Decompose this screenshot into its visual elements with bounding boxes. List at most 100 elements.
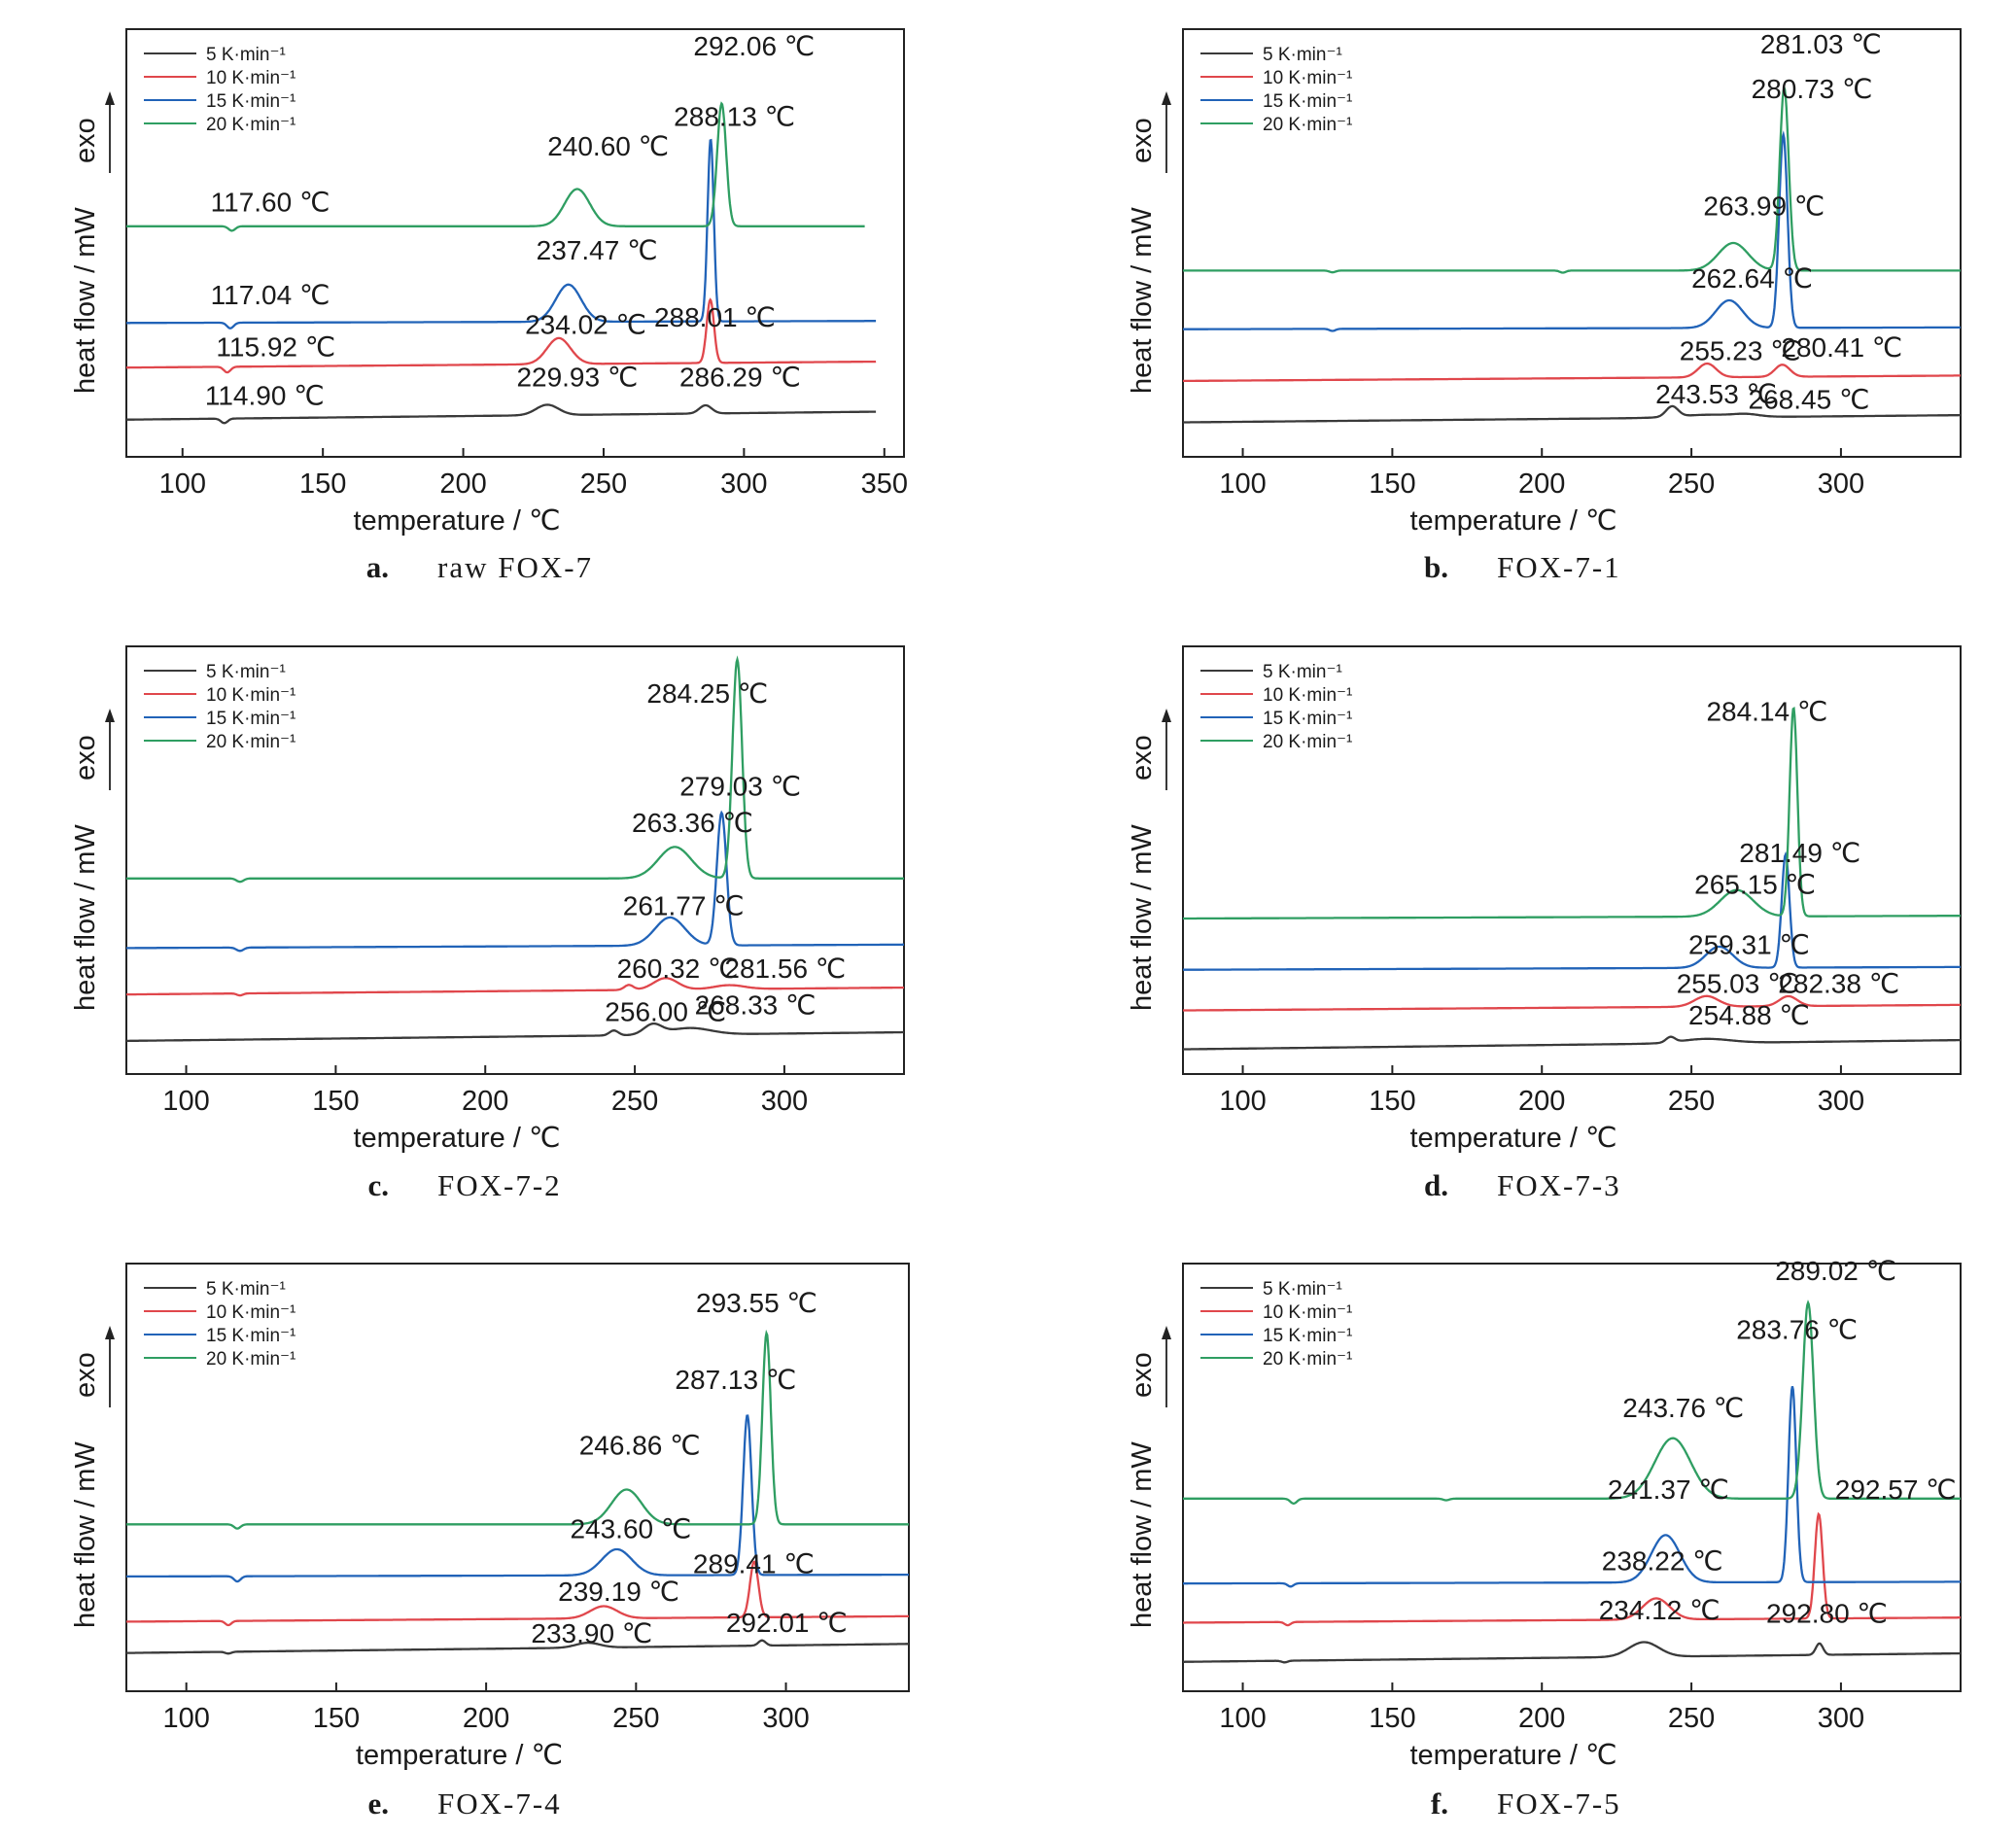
peak-annotation: 234.02 ℃ xyxy=(525,310,646,340)
x-tick-label: 150 xyxy=(313,1703,360,1734)
peak-annotation: 268.45 ℃ xyxy=(1749,384,1870,414)
series-line-3 xyxy=(126,810,904,953)
plot-frame xyxy=(1182,28,1962,458)
peak-annotation: 289.41 ℃ xyxy=(693,1548,815,1578)
peak-annotation: 293.55 ℃ xyxy=(696,1288,817,1318)
peak-annotation: 292.01 ℃ xyxy=(726,1608,848,1638)
x-tick-label: 150 xyxy=(312,1086,359,1117)
legend-label-2: 10 K·min⁻¹ xyxy=(206,1302,295,1323)
series-line-1 xyxy=(1183,1641,1961,1664)
x-tick-label: 200 xyxy=(462,1086,508,1117)
series-line-2 xyxy=(1183,994,1961,1012)
panel-title: FOX-7-5 xyxy=(1497,1786,1621,1821)
peak-annotation: 241.37 ℃ xyxy=(1608,1474,1729,1505)
peak-annotation: 115.92 ℃ xyxy=(216,332,335,363)
legend-label-1: 5 K·min⁻¹ xyxy=(1263,1279,1342,1300)
x-axis-label: temperature / ℃ xyxy=(353,505,560,537)
x-tick-label: 250 xyxy=(612,1703,659,1734)
peak-annotation: 287.13 ℃ xyxy=(675,1365,796,1395)
series-line-4 xyxy=(1183,1300,1961,1506)
peak-annotation: 265.15 ℃ xyxy=(1694,870,1816,900)
x-tick-label: 200 xyxy=(1518,468,1565,500)
peak-annotation: 281.56 ℃ xyxy=(724,954,846,984)
peak-annotation: 233.90 ℃ xyxy=(531,1618,652,1648)
peak-annotation: 262.64 ℃ xyxy=(1691,263,1813,294)
series-line-1 xyxy=(1183,1035,1961,1051)
x-tick-label: 350 xyxy=(861,468,908,500)
series-line-2 xyxy=(126,977,904,997)
peak-annotation: 114.90 ℃ xyxy=(205,380,325,410)
x-axis-label: temperature / ℃ xyxy=(353,1123,560,1154)
peak-annotation: 288.13 ℃ xyxy=(674,101,795,131)
series-line-4 xyxy=(1183,706,1961,920)
y-axis-label: heat flow / mW xyxy=(1127,1441,1158,1628)
peak-annotation: 289.02 ℃ xyxy=(1775,1256,1896,1286)
legend-label-4: 20 K·min⁻¹ xyxy=(206,732,295,752)
panel-title: raw FOX-7 xyxy=(437,550,593,584)
legend-label-4: 20 K·min⁻¹ xyxy=(1263,1349,1352,1370)
peak-annotation: 229.93 ℃ xyxy=(516,362,638,392)
chart-panel-5: 100 150 200 250 300 temperature / ℃ heat flow … xyxy=(70,1263,910,1821)
x-tick-label: 250 xyxy=(611,1086,658,1117)
panel-letter: b. xyxy=(1424,550,1448,584)
plot-frame xyxy=(1182,1263,1962,1692)
x-tick-label: 100 xyxy=(159,468,206,500)
x-tick-label: 300 xyxy=(720,468,767,500)
series-line-1 xyxy=(126,403,877,425)
peak-annotation: 255.23 ℃ xyxy=(1680,336,1801,366)
peak-annotation: 255.03 ℃ xyxy=(1677,968,1798,998)
peak-annotation: 246.86 ℃ xyxy=(579,1431,701,1461)
x-tick-label: 200 xyxy=(463,1703,509,1734)
peak-annotation: 281.49 ℃ xyxy=(1739,838,1860,868)
legend-label-4: 20 K·min⁻¹ xyxy=(1263,115,1352,135)
plot-frame xyxy=(125,1263,910,1692)
legend-label-3: 15 K·min⁻¹ xyxy=(1263,709,1352,729)
panel-letter: c. xyxy=(367,1168,389,1202)
chart-panel-6: 100 150 200 250 300 temperature / ℃ heat flow … xyxy=(1127,1256,1962,1821)
x-tick-label: 150 xyxy=(1369,468,1415,500)
series-line-3 xyxy=(1183,850,1961,971)
peak-annotation: 238.22 ℃ xyxy=(1602,1546,1723,1577)
series-line-3 xyxy=(1183,1386,1961,1588)
legend-label-1: 5 K·min⁻¹ xyxy=(206,662,286,682)
panel-letter: e. xyxy=(367,1786,389,1821)
exo-label: exo xyxy=(1127,1352,1158,1398)
exo-label: exo xyxy=(70,1352,101,1398)
x-tick-label: 200 xyxy=(1518,1086,1565,1117)
legend-label-1: 5 K·min⁻¹ xyxy=(1263,662,1342,682)
x-tick-label: 150 xyxy=(1369,1703,1415,1734)
x-tick-label: 100 xyxy=(162,1703,209,1734)
peak-annotation: 279.03 ℃ xyxy=(679,771,801,801)
series-line-4 xyxy=(126,655,904,884)
x-tick-label: 300 xyxy=(761,1086,808,1117)
legend-label-2: 10 K·min⁻¹ xyxy=(1263,68,1352,88)
series-line-1 xyxy=(1183,404,1961,424)
y-axis-label: heat flow / mW xyxy=(70,824,101,1011)
series-line-4 xyxy=(126,101,865,232)
legend-label-1: 5 K·min⁻¹ xyxy=(1263,45,1342,65)
plot-frame xyxy=(125,645,905,1075)
x-axis-label: temperature / ℃ xyxy=(356,1740,563,1771)
exo-label: exo xyxy=(70,118,101,163)
x-tick-label: 250 xyxy=(1668,468,1715,500)
peak-annotation: 239.19 ℃ xyxy=(558,1577,679,1607)
legend-label-3: 15 K·min⁻¹ xyxy=(1263,91,1352,112)
series-line-1 xyxy=(126,1022,904,1043)
peak-annotation: 292.57 ℃ xyxy=(1835,1474,1957,1505)
exo-arrow-head xyxy=(105,1326,115,1339)
x-tick-label: 300 xyxy=(1818,1703,1864,1734)
plot-frame xyxy=(125,28,905,458)
peak-annotation: 282.38 ℃ xyxy=(1778,968,1899,998)
legend-label-3: 15 K·min⁻¹ xyxy=(206,1326,295,1346)
series-line-3 xyxy=(126,1414,909,1583)
legend-label-2: 10 K·min⁻¹ xyxy=(206,685,295,706)
peak-annotation: 281.03 ℃ xyxy=(1760,29,1882,59)
x-tick-label: 100 xyxy=(1219,468,1266,500)
x-tick-label: 100 xyxy=(1219,1086,1266,1117)
peak-annotation: 234.12 ℃ xyxy=(1599,1595,1721,1625)
panel-title: FOX-7-1 xyxy=(1497,550,1621,584)
exo-label: exo xyxy=(1127,735,1158,780)
peak-annotation: 259.31 ℃ xyxy=(1688,929,1810,959)
series-line-1 xyxy=(126,1639,909,1655)
